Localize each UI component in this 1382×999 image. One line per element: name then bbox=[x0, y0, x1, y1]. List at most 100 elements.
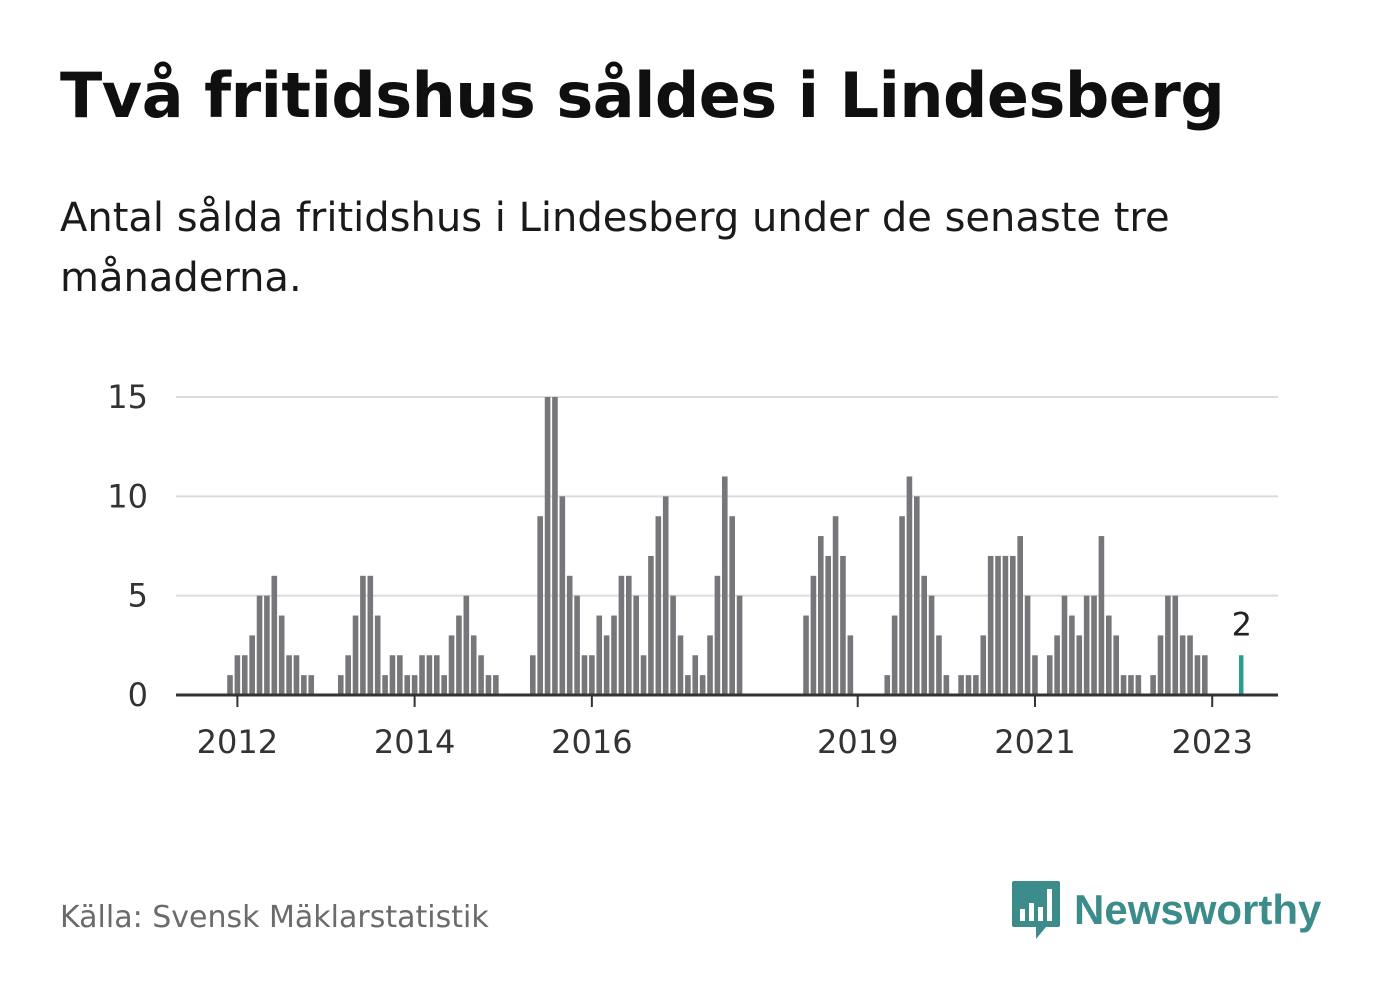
bar bbox=[899, 516, 905, 695]
bar bbox=[1202, 655, 1208, 695]
bar bbox=[463, 595, 470, 695]
bar bbox=[618, 575, 625, 695]
bar bbox=[965, 675, 972, 695]
bar bbox=[1083, 595, 1090, 695]
bar bbox=[1091, 595, 1097, 695]
bar bbox=[589, 655, 595, 695]
bar bbox=[271, 575, 278, 695]
bar bbox=[256, 595, 263, 695]
bar bbox=[1054, 635, 1060, 695]
bar bbox=[419, 655, 425, 695]
bar bbox=[1017, 536, 1023, 695]
bar bbox=[470, 635, 477, 695]
bar bbox=[832, 516, 839, 695]
bar bbox=[478, 655, 484, 695]
bar bbox=[958, 675, 964, 695]
bar bbox=[648, 555, 654, 695]
bar bbox=[529, 655, 536, 695]
bar bbox=[411, 675, 418, 695]
bar bbox=[581, 655, 588, 695]
bar bbox=[633, 595, 639, 695]
bar bbox=[352, 615, 359, 695]
bar bbox=[685, 675, 691, 695]
bar bbox=[936, 635, 942, 695]
bar bbox=[692, 655, 699, 695]
bar bbox=[456, 615, 462, 695]
bar bbox=[847, 635, 854, 695]
bar bbox=[1113, 635, 1119, 695]
bar bbox=[699, 675, 706, 695]
bar bbox=[559, 496, 566, 695]
bar bbox=[249, 635, 255, 695]
y-tick-label: 5 bbox=[128, 577, 148, 615]
bar bbox=[367, 575, 374, 695]
bar bbox=[397, 655, 403, 695]
x-tick-label: 2016 bbox=[551, 723, 632, 761]
bar bbox=[921, 575, 927, 695]
x-tick-label: 2014 bbox=[374, 723, 455, 761]
bar bbox=[906, 476, 913, 695]
bar-chart: 0 5 10 15 2012 2014 2016 2019 2021 2023 2 bbox=[107, 378, 1278, 761]
bar bbox=[1172, 595, 1179, 695]
bar bbox=[448, 635, 455, 695]
x-tick-label: 2012 bbox=[197, 723, 278, 761]
bar bbox=[389, 655, 396, 695]
bar bbox=[655, 516, 662, 695]
bar bbox=[301, 675, 307, 695]
bar bbox=[382, 675, 388, 695]
chart-title: Två fritidshus såldes i Lindesberg bbox=[60, 59, 1225, 132]
bar bbox=[374, 615, 381, 695]
bar bbox=[625, 575, 632, 695]
bar bbox=[810, 575, 817, 695]
bar bbox=[884, 675, 891, 695]
bar bbox=[736, 595, 743, 695]
x-tick-label: 2023 bbox=[1171, 723, 1252, 761]
bar bbox=[1076, 635, 1083, 695]
bar bbox=[1187, 635, 1193, 695]
bar bbox=[840, 555, 846, 695]
bar bbox=[803, 615, 809, 695]
bar bbox=[1069, 615, 1075, 695]
bar bbox=[1106, 615, 1112, 695]
bar bbox=[264, 595, 270, 695]
bar bbox=[544, 397, 551, 695]
newsworthy-logo-icon bbox=[1012, 881, 1060, 939]
bar bbox=[552, 397, 558, 695]
bar bbox=[566, 575, 573, 695]
bar bbox=[404, 675, 411, 695]
brand-name: Newsworthy bbox=[1074, 886, 1322, 933]
highlight-data-label: 2 bbox=[1232, 605, 1252, 643]
bar bbox=[1024, 595, 1031, 695]
bar bbox=[662, 496, 669, 695]
bar bbox=[1098, 536, 1105, 695]
bar bbox=[493, 675, 499, 695]
bar bbox=[360, 575, 366, 695]
x-tick-label: 2019 bbox=[817, 723, 898, 761]
bar bbox=[1046, 655, 1053, 695]
bar bbox=[707, 635, 713, 695]
bar bbox=[1128, 675, 1134, 695]
bar bbox=[1165, 595, 1171, 695]
bar bbox=[433, 655, 440, 695]
bar bbox=[818, 536, 824, 695]
bar bbox=[1157, 635, 1164, 695]
bar bbox=[714, 575, 721, 695]
bar bbox=[611, 615, 617, 695]
bar bbox=[537, 516, 543, 695]
bar bbox=[640, 655, 647, 695]
y-tick-label: 0 bbox=[128, 676, 148, 714]
bar bbox=[234, 655, 241, 695]
bar bbox=[825, 555, 831, 695]
bar bbox=[891, 615, 898, 695]
bar bbox=[345, 655, 351, 695]
bar bbox=[1002, 555, 1009, 695]
bar bbox=[441, 675, 447, 695]
bar bbox=[1135, 675, 1142, 695]
bar bbox=[987, 555, 994, 695]
bar bbox=[1010, 555, 1016, 695]
bar bbox=[980, 635, 987, 695]
bar bbox=[1032, 655, 1038, 695]
bar bbox=[1061, 595, 1068, 695]
bar bbox=[729, 516, 735, 695]
y-tick-label: 15 bbox=[107, 378, 148, 416]
